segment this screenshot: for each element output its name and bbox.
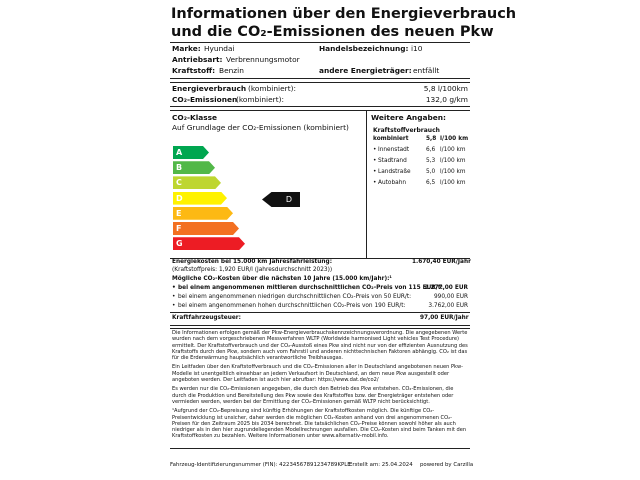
info-text: Die Informationen erfolgen gemäß der Pkw… [172,330,468,443]
costs-box [170,258,470,326]
fin: Fahrzeug-Identifizierungsnummer (FIN): 4… [170,462,351,468]
value: 5,3 [426,158,436,164]
value: 6,6 [426,147,436,153]
energy-value: 1.670,40 EUR/Jahr [412,259,471,265]
title: Informationen über den Energieverbrauch [171,6,517,22]
bullet: • [172,285,176,291]
label: Handelsbezeichnung: [319,44,409,53]
qualifier: (kombiniert): [248,84,296,93]
qualifier: (kombiniert): [236,95,284,104]
co2-subtitle: Auf Grundlage der CO₂-Emissionen (kombin… [172,123,349,132]
class-bar: C [173,176,221,190]
bullet: • [373,180,377,186]
unit: l/100 km [440,147,466,153]
paragraph: Ein Leitfaden über den Kraftstoffverbrau… [172,364,463,384]
further-title: Weitere Angaben: [371,113,446,122]
label: Innenstadt [378,147,410,153]
title: und die CO₂-Emissionen des neuen Pkw [171,24,494,40]
label: Autobahn [378,180,407,186]
value: Benzin [219,66,244,75]
further-subtitle: Kraftstoffverbrauch [373,127,440,134]
value: 132,0 g/km [425,95,468,104]
unit: l/100 km [440,169,466,175]
class-bar: F [173,222,239,235]
label: bei einem angenommenen mittleren durchsc… [178,285,443,291]
unit: l/100 km [440,136,469,142]
label: andere Energieträger: [319,66,412,75]
label: Kraftstoff: [172,66,216,75]
value: 5,0 [426,169,436,175]
unit: l/100 km [440,180,466,186]
class-bar: G [173,237,245,251]
bullet: • [373,147,377,153]
paragraph: ¹Aufgrund der CO₂-Bepreisung sind künfti… [172,408,467,440]
class-bar: B [173,161,215,175]
label: kombiniert [373,136,409,142]
label: Stadtrand [378,158,407,164]
paragraph: Die Informationen erfolgen gemäß der Pkw… [172,330,468,362]
value: 5,8 [426,136,437,142]
label: Energieverbrauch [172,84,247,93]
label: CO₂-Emissionen [172,95,238,104]
value: 3.762,00 EUR [428,303,468,309]
value: 2.277,00 EUR [424,285,468,291]
created: Erstellt am: 25.04.2024 [349,462,413,468]
paragraph: Es werden nur die CO₂-Emissionen angegeb… [172,386,454,405]
unit: l/100 km [440,158,466,164]
energy-label: Energiekosten bei 15.000 km Jahresfahrle… [172,259,333,265]
co2-title: CO₂-Klasse [172,113,218,122]
bullet: • [172,303,176,309]
tax-value: 97,00 EUR/Jahr [420,315,469,321]
value: 990,00 EUR [433,294,468,300]
label: bei einem angenommenen hohen durchschnit… [178,303,406,309]
value: Verbrennungsmotor [226,55,300,64]
info-box [170,328,470,449]
powered: powered by Carzilla [420,462,474,468]
class-bar: D [173,191,227,205]
current-class: D [262,192,300,207]
bullet: • [172,294,176,300]
label: bei einem angenommenen niedrigen durchsc… [178,294,412,300]
value: entfällt [413,66,440,75]
bullet: • [373,169,377,175]
tax-label: Kraftfahrzeugsteuer: [172,315,241,321]
value: 6,5 [426,180,436,186]
co2-cost-title: Mögliche CO₂-Kosten über die nächsten 10… [172,276,392,282]
divider [170,312,470,313]
vehicle-box [170,42,470,79]
value: Hyundai [204,44,235,53]
value: i10 [411,44,423,53]
consumption-box [170,82,470,107]
value: 5,8 l/100km [423,84,468,93]
class-bar: E [173,206,233,220]
label: Antriebsart: [172,55,223,64]
fuel-price: (Kraftstoffpreis: 1,920 EUR/l (Jahresdur… [172,267,333,273]
divider [366,110,367,258]
class-bar: A [173,146,209,159]
label: Marke: [172,44,201,53]
bullet: • [373,158,377,164]
label: Landstraße [378,169,411,175]
